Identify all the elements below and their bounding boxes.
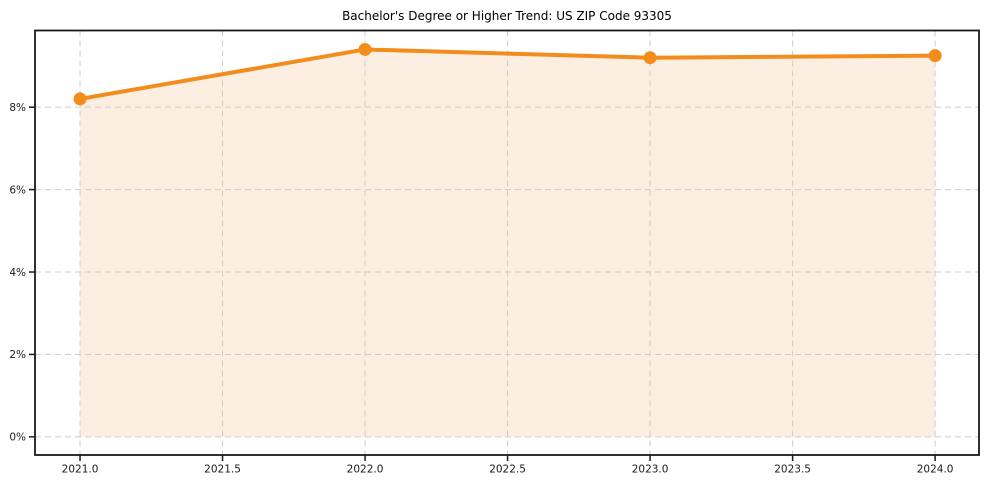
x-tick-label: 2023.0 (632, 464, 669, 476)
chart-title: Bachelor's Degree or Higher Trend: US ZI… (342, 9, 672, 23)
data-point (643, 51, 657, 65)
x-tick-label: 2022.5 (489, 464, 526, 476)
series-line (78, 47, 938, 101)
x-tick-label: 2023.5 (774, 464, 811, 476)
y-tick-label: 8% (9, 102, 26, 114)
y-tick-label: 0% (9, 432, 26, 444)
y-tick-label: 2% (9, 349, 26, 361)
y-tick-label: 6% (9, 184, 26, 196)
data-point (358, 42, 372, 56)
x-tick-label: 2021.5 (204, 464, 241, 476)
x-tick-label: 2022.0 (347, 464, 384, 476)
x-tick-label: 2021.0 (62, 464, 99, 476)
data-point (73, 92, 87, 106)
x-tick-label: 2024.0 (917, 464, 954, 476)
data-point (928, 49, 942, 63)
y-tick-label: 4% (9, 267, 26, 279)
